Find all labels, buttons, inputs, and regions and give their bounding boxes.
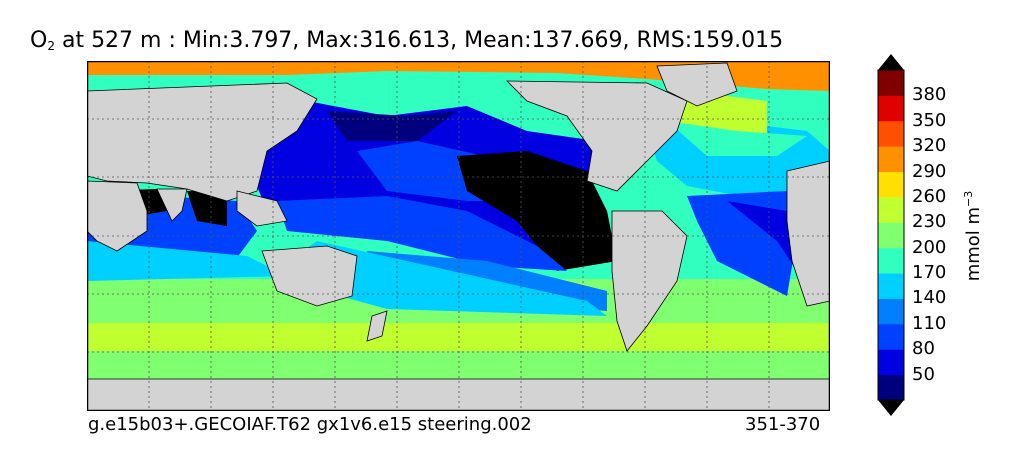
land-australia xyxy=(261,245,358,307)
ocean-oxygen-map xyxy=(87,61,830,411)
colorbar-tick-label: 320 xyxy=(912,135,947,157)
colorbar-segment xyxy=(878,70,904,96)
land-africa xyxy=(87,180,148,252)
antarctic-band xyxy=(87,351,830,381)
colorbar-units-label: mmol m−3 xyxy=(962,190,984,282)
plot-title: O2 at 527 m : Min:3.797, Max:316.613, Me… xyxy=(30,28,784,53)
colorbar-tick-label: 260 xyxy=(912,185,947,207)
colorbar-tick-label: 140 xyxy=(912,287,947,309)
east-pacific-omz xyxy=(457,151,617,271)
colorbar-segment xyxy=(878,146,904,173)
colorbar-segment xyxy=(878,349,904,376)
map-border xyxy=(87,61,830,411)
colorbar-tick-label: 380 xyxy=(912,84,947,106)
colorbar-segment xyxy=(878,95,904,122)
colorbar-tick-label: 80 xyxy=(912,338,935,360)
atlantic-omz xyxy=(727,201,797,271)
subpolar-atlantic xyxy=(667,121,807,156)
colorbar-extend-min xyxy=(878,400,904,416)
colorbar-segment xyxy=(878,273,904,299)
indian-south xyxy=(87,241,287,281)
years-label: 351-370 xyxy=(745,414,821,435)
land-antarctica xyxy=(87,378,830,411)
case-name-label: g.e15b03+.GECOIAF.T62 gx1v6.e15 steering… xyxy=(88,414,532,435)
colorbar-tick-label: 110 xyxy=(912,312,947,334)
colorbar-tick-label: 170 xyxy=(912,262,947,284)
colorbar-segment xyxy=(878,247,904,274)
colorbar-segment xyxy=(878,298,904,325)
land-se-asia xyxy=(236,190,288,227)
tropical-pacific xyxy=(277,196,567,271)
colorbar-tick-label: 200 xyxy=(912,236,947,258)
land-greenland xyxy=(656,62,738,107)
colorbar-segment xyxy=(878,196,904,223)
land-india xyxy=(156,188,188,222)
colorbar xyxy=(877,54,905,416)
colorbar-segment xyxy=(878,120,904,147)
colorbar-tick-label: 350 xyxy=(912,109,947,131)
north-pacific-core xyxy=(327,111,457,141)
land-new-zealand xyxy=(366,310,388,342)
colorbar-extend-max xyxy=(878,54,904,70)
land-south-america xyxy=(611,210,688,352)
land-north-america xyxy=(506,80,688,192)
colorbar-segment xyxy=(878,171,904,198)
colorbar-segment xyxy=(878,374,904,401)
colorbar-tick-label: 230 xyxy=(912,211,947,233)
colorbar-segment xyxy=(878,323,904,350)
arctic-ocean-region xyxy=(87,61,830,91)
arabian-omz-2 xyxy=(187,191,227,226)
colorbar-tick-label: 50 xyxy=(912,363,935,385)
colorbar-segment xyxy=(878,222,904,249)
colorbar-tick-label: 290 xyxy=(912,160,947,182)
land-africa-east xyxy=(786,160,830,307)
